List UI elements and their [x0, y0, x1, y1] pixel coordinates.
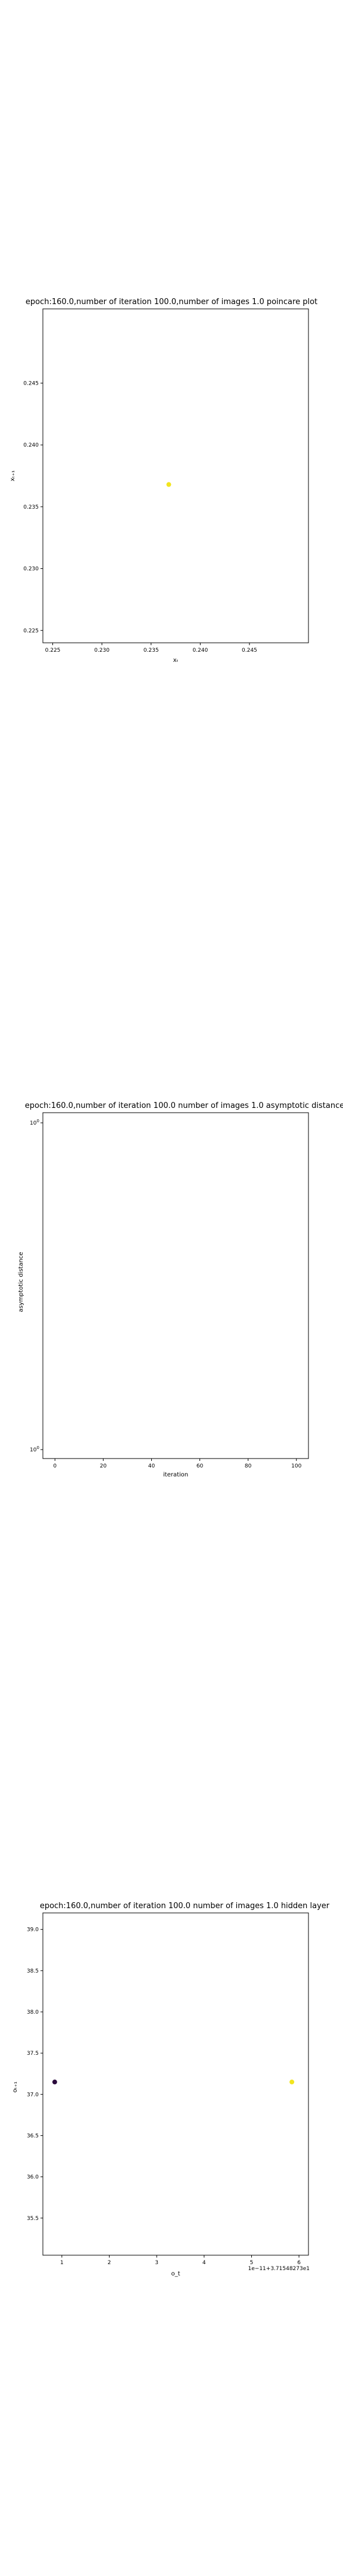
y-tick-label: 0.240	[23, 442, 39, 448]
y-tick-label: 36.0	[27, 2175, 39, 2181]
x-tick-label: 0.245	[242, 648, 257, 654]
chart-title: epoch:160.0,number of iteration 100.0 nu…	[25, 1101, 343, 1110]
x-tick-label: 0.240	[192, 648, 208, 654]
x-ticks: 0.225 0.230 0.235 0.240 0.245	[45, 643, 257, 654]
y-tick-label: 39.0	[27, 1927, 39, 1933]
asymptotic-distance-chart: epoch:160.0,number of iteration 100.0 nu…	[18, 1101, 343, 1478]
y-tick-label: 0.230	[23, 566, 39, 572]
x-tick-label: 20	[100, 1463, 107, 1469]
y-tick-label: 37.0	[27, 2092, 39, 2098]
x-tick-label: 0.225	[45, 648, 61, 654]
x-axis-offset: 1e−11+3.71548273e1	[248, 2266, 310, 2272]
poincare-plot-chart: epoch:160.0,number of iteration 100.0,nu…	[10, 298, 317, 664]
x-tick-label: 40	[148, 1463, 155, 1469]
y-tick-label: 0.225	[23, 628, 39, 634]
x-tick-label: 0	[53, 1463, 57, 1469]
data-points	[52, 2079, 295, 2085]
data-point	[166, 482, 172, 487]
y-tick-label: 38.5	[27, 1968, 39, 1974]
x-tick-label: 0.230	[94, 648, 110, 654]
y-axis-label: oₜ₊₁	[12, 2082, 18, 2092]
x-tick-label: 80	[245, 1463, 252, 1469]
x-tick-label: 4	[202, 2260, 206, 2266]
x-ticks: 1 2 3 4 5 6	[60, 2255, 301, 2266]
y-tick-label: 0.235	[23, 504, 39, 510]
y-tick-label: 38.0	[27, 2010, 39, 2015]
plot-frame	[42, 1112, 309, 1459]
y-tick-label: 100	[30, 1445, 39, 1453]
data-points	[166, 482, 172, 487]
x-axis-label: o_t	[171, 2271, 180, 2277]
y-tick-label: 0.245	[23, 380, 39, 386]
chart-title: epoch:160.0,number of iteration 100.0,nu…	[26, 298, 317, 306]
y-axis-label: xₜ₊₁	[10, 470, 16, 481]
data-point	[289, 2079, 295, 2085]
x-tick-label: 3	[155, 2260, 158, 2266]
x-tick-label: 100	[291, 1463, 301, 1469]
x-axis-label: iteration	[163, 1472, 188, 1478]
y-tick-label: 37.5	[27, 2051, 39, 2057]
y-tick-label: 35.5	[27, 2216, 39, 2222]
y-ticks: 0.225 0.230 0.235 0.240 0.245	[23, 380, 43, 634]
y-ticks: 35.5 36.0 36.5 37.0 37.5 38.0 38.5 39.0	[27, 1927, 43, 2222]
x-tick-label: 2	[108, 2260, 111, 2266]
x-axis-label: xₜ	[173, 657, 179, 664]
x-tick-label: 60	[197, 1463, 204, 1469]
plot-frame	[42, 308, 309, 643]
y-tick-label: 100	[30, 1119, 39, 1126]
chart-title: epoch:160.0,number of iteration 100.0 nu…	[40, 1902, 330, 1911]
y-tick-label: 36.5	[27, 2133, 39, 2139]
x-tick-label: 0.235	[144, 648, 159, 654]
x-ticks: 0 20 40 60 80 100	[53, 1459, 302, 1469]
data-point	[52, 2079, 57, 2085]
hidden-layer-chart: epoch:160.0,number of iteration 100.0 nu…	[12, 1902, 330, 2277]
plot-frame	[42, 1912, 309, 2256]
x-tick-label: 6	[297, 2260, 301, 2266]
y-ticks: 100 100	[30, 1119, 43, 1453]
y-axis-label: asymptotic distance	[18, 1252, 24, 1312]
x-tick-label: 5	[250, 2260, 254, 2266]
x-tick-label: 1	[60, 2260, 64, 2266]
